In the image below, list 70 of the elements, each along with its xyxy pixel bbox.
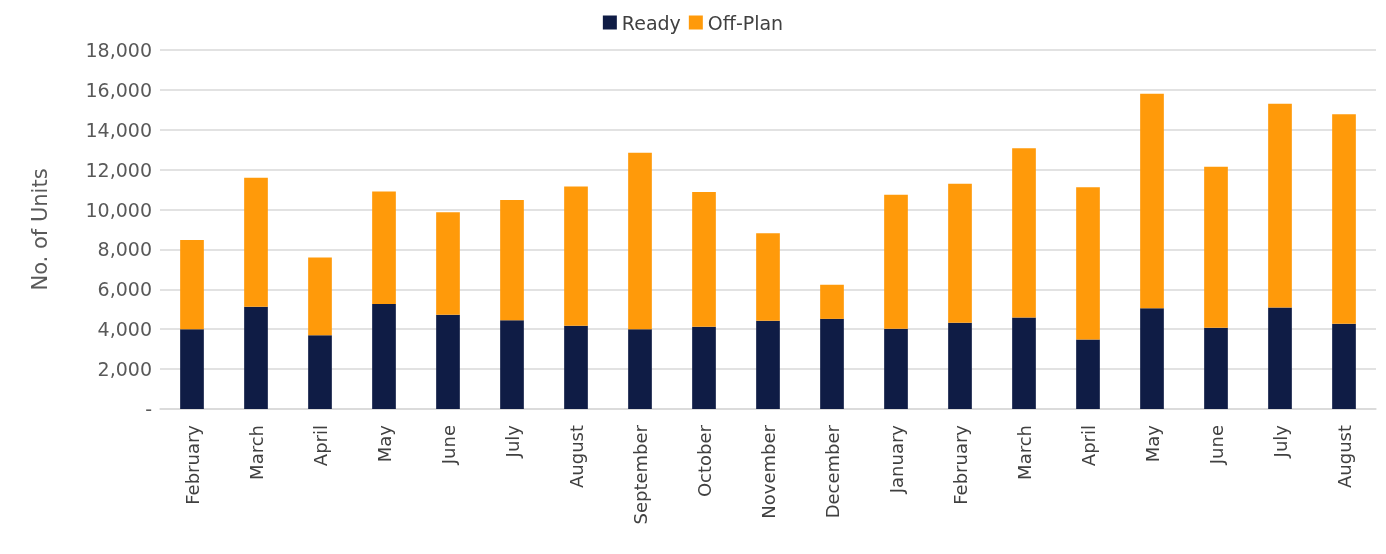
bar [1332, 114, 1356, 324]
bar [628, 329, 652, 409]
y-tick-label: 4,000 [97, 318, 152, 341]
bar [1076, 187, 1100, 340]
x-tick-label: April [1077, 425, 1099, 467]
x-tick-label: December [821, 424, 843, 519]
y-tick-label: 14,000 [85, 118, 152, 141]
bar [436, 212, 460, 315]
bar [372, 303, 396, 409]
x-tick-label: May [1141, 424, 1163, 463]
bar [884, 194, 908, 329]
bar [500, 199, 524, 321]
x-tick-label: June [1205, 425, 1227, 466]
y-tick-label: 18,000 [85, 39, 152, 61]
bar [1204, 327, 1228, 409]
y-tick-label: 6,000 [97, 278, 152, 301]
bar [1140, 308, 1164, 409]
bar [1076, 339, 1100, 409]
x-tick-label: August [1333, 425, 1355, 488]
bar [1012, 317, 1036, 409]
x-tick-label: March [1013, 425, 1035, 480]
bar [1268, 103, 1292, 308]
bar [756, 233, 780, 321]
x-tick-label: August [565, 425, 587, 488]
y-tick-label: 16,000 [85, 78, 152, 101]
x-tick-label: May [373, 424, 395, 463]
bar [948, 183, 972, 323]
y-tick-label: 8,000 [97, 238, 152, 261]
bar [628, 152, 652, 330]
x-tick-label: July [501, 424, 523, 459]
x-tick-label: March [245, 425, 267, 480]
bar [564, 186, 588, 326]
bar [372, 191, 396, 304]
bar [1012, 148, 1036, 318]
x-tick-label: November [757, 424, 779, 519]
legend-label: Off-Plan [707, 11, 784, 34]
y-tick-label: 10,000 [85, 198, 152, 221]
x-tick-label: October [693, 424, 715, 498]
bar [1204, 166, 1228, 328]
bar [884, 328, 908, 409]
x-tick-label: July [1269, 424, 1291, 459]
bar [820, 284, 844, 319]
bar [564, 325, 588, 409]
y-tick-label: - [145, 398, 152, 420]
bar [820, 318, 844, 409]
bar [244, 306, 268, 409]
bar [948, 322, 972, 409]
bar [180, 329, 204, 409]
bar [244, 177, 268, 307]
y-tick-label: 2,000 [97, 358, 152, 381]
bar [692, 192, 716, 327]
bar [180, 240, 204, 330]
x-tick-label: February [181, 424, 203, 505]
bar [1332, 323, 1356, 409]
legend-label: Ready [621, 11, 681, 34]
x-tick-label: April [309, 425, 331, 467]
bar [692, 326, 716, 409]
x-tick-label: January [885, 424, 907, 495]
bar [436, 314, 460, 409]
x-tick-label: September [629, 424, 651, 525]
bar [756, 320, 780, 409]
x-tick-label: June [437, 425, 459, 466]
x-tick-label: February [949, 424, 971, 505]
y-tick-label: 12,000 [85, 158, 152, 181]
bar [1268, 307, 1292, 409]
bar [500, 320, 524, 409]
bar [308, 335, 332, 409]
bar [1140, 93, 1164, 309]
y-axis-title: No. of Units [27, 168, 52, 291]
bar [308, 257, 332, 336]
